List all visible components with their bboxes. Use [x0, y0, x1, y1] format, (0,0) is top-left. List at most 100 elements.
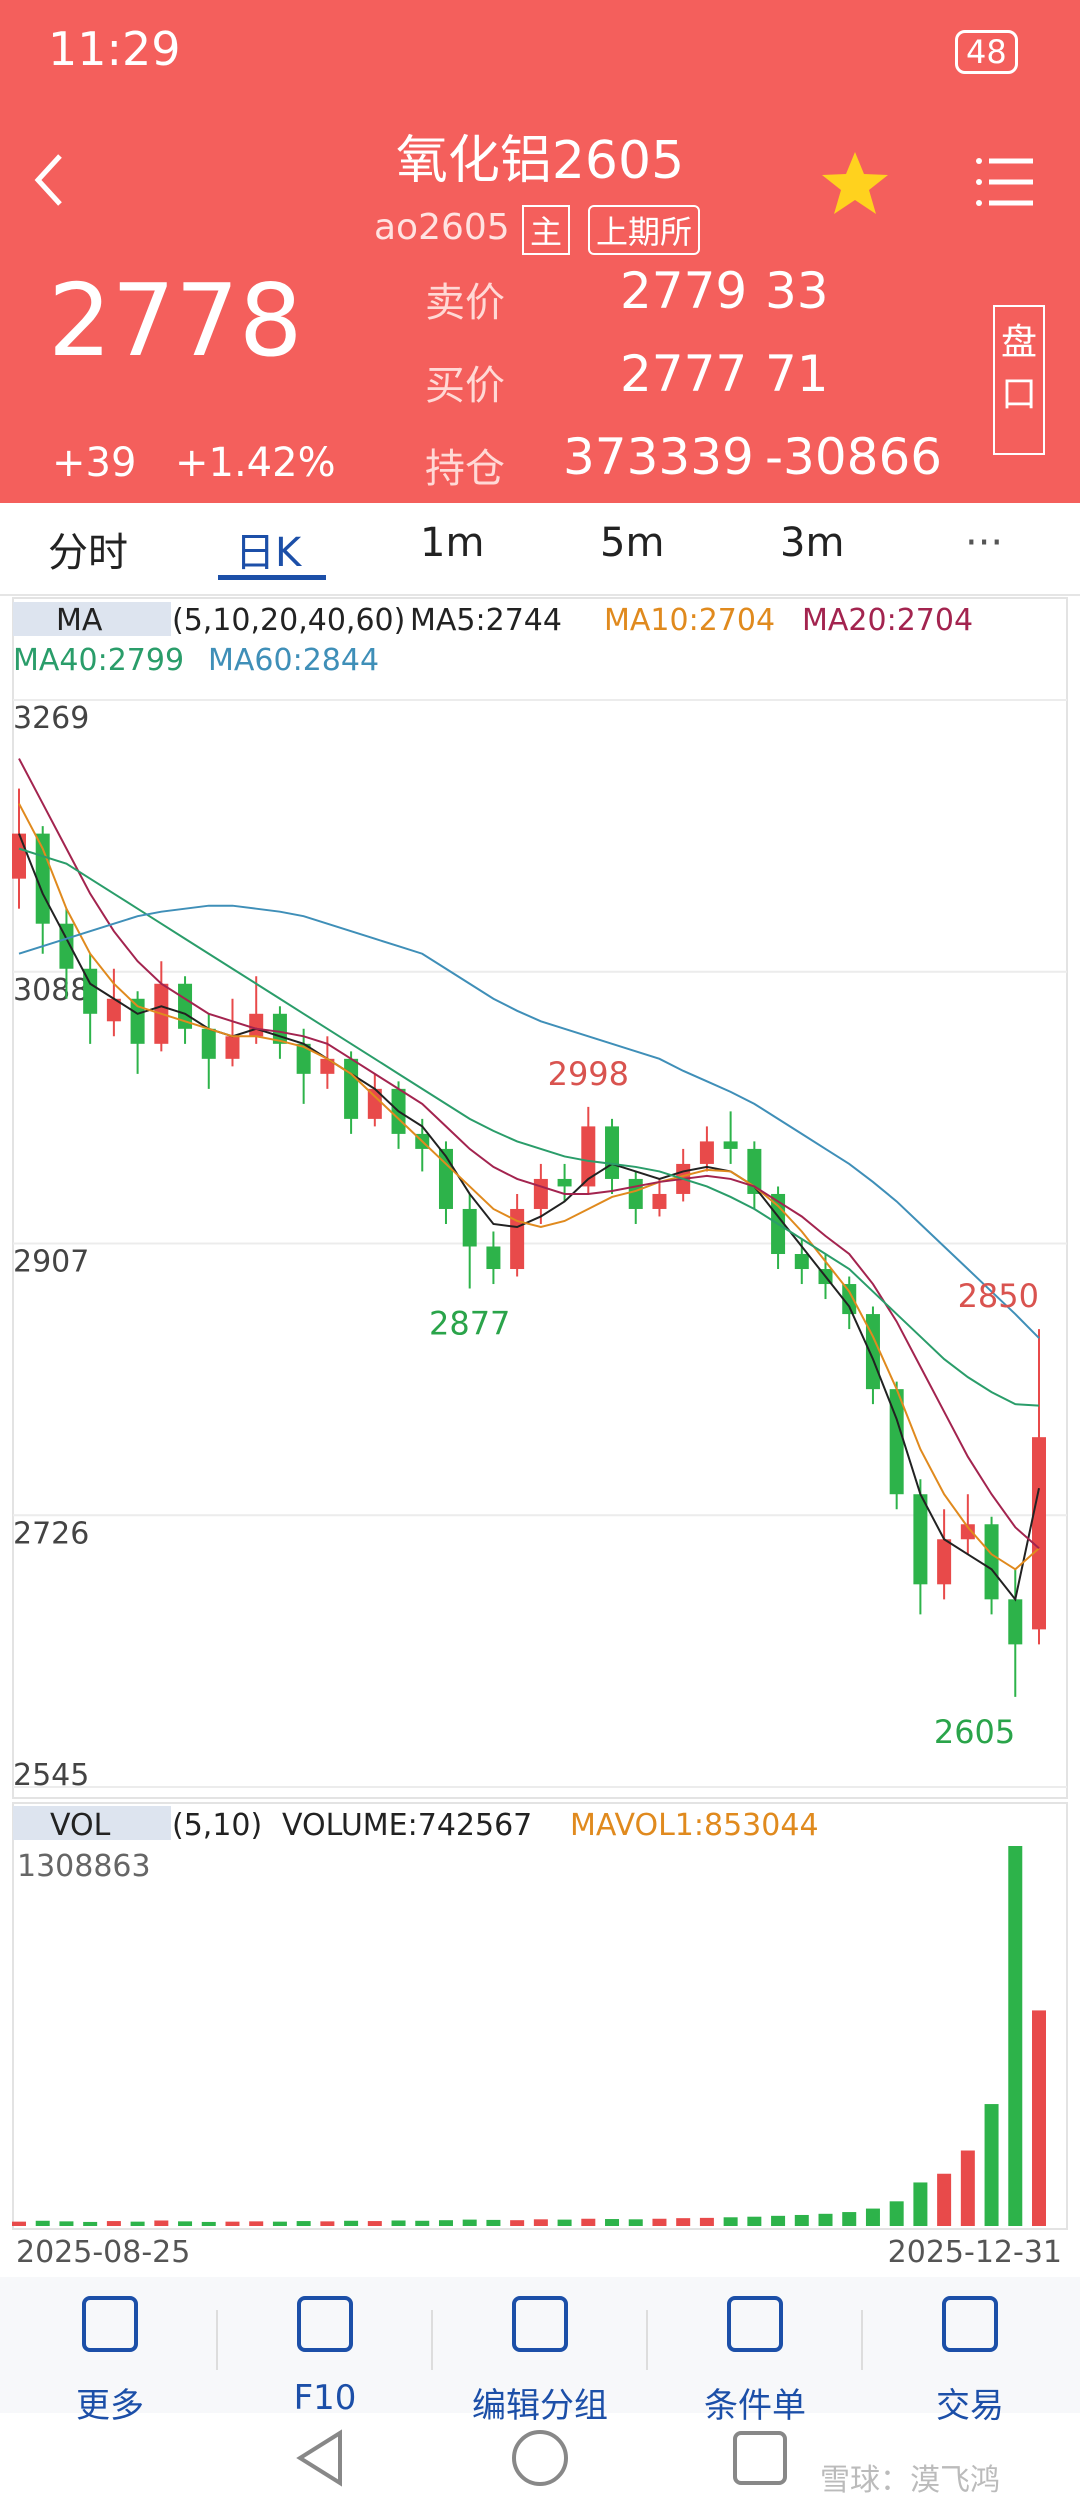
nav-item[interactable]: 更多	[76, 2386, 144, 2426]
volume-bar	[533, 2219, 548, 2226]
menu[interactable]	[975, 155, 1035, 210]
ma-line	[18, 847, 1040, 1407]
nav-item[interactable]: 交易	[936, 2386, 1004, 2426]
volume-bar	[937, 2173, 952, 2226]
volume-frame	[12, 1802, 1068, 2230]
quote-volume: -30866	[765, 428, 943, 486]
volume-bar	[1008, 1846, 1023, 2226]
nav-item[interactable]: 条件单	[704, 2386, 806, 2426]
candle-body	[178, 983, 193, 1029]
quote-value: 2779	[620, 262, 748, 320]
ma-line	[18, 833, 1040, 1602]
y-tick-label: 2726	[13, 1516, 89, 1551]
volume-bar	[225, 2221, 240, 2226]
volume-bar	[652, 2218, 667, 2226]
nav-icon	[512, 2296, 568, 2352]
volume-bar	[723, 2217, 738, 2226]
candle-body	[272, 1013, 287, 1044]
candle-body	[438, 1148, 453, 1209]
volume-bar	[59, 2221, 74, 2226]
candle-body	[557, 1178, 572, 1187]
nav-item[interactable]: F10	[293, 2378, 357, 2418]
tab[interactable]: 1m	[420, 520, 485, 566]
change: +39	[52, 440, 137, 486]
candle-body	[320, 1058, 335, 1074]
candle-body	[533, 1178, 548, 1209]
volume-bar	[510, 2220, 525, 2226]
extreme-label: 2877	[429, 1305, 510, 1343]
nav-icon	[942, 2296, 998, 2352]
more[interactable]: ···	[965, 520, 1004, 566]
candle-body	[984, 1524, 999, 1600]
candle-body	[1008, 1599, 1023, 1645]
volume-bar	[628, 2219, 643, 2226]
volume-bar	[438, 2220, 453, 2226]
volume-bar	[1032, 2010, 1046, 2226]
volume-bar	[12, 2221, 26, 2226]
ma-line	[18, 758, 1040, 1550]
battery: 48	[955, 30, 1018, 74]
x-tick-label: 2025-12-31	[888, 2235, 1062, 2270]
legend-params: (5,10,20,40,60)	[172, 603, 405, 638]
volume-bar	[296, 2221, 311, 2226]
volume-bar	[581, 2218, 596, 2226]
quote-volume: 33	[765, 262, 829, 320]
candle-body	[723, 1141, 738, 1149]
tab[interactable]: 分时	[48, 530, 128, 576]
candle-body	[201, 1028, 216, 1059]
ma-line	[18, 904, 1040, 1339]
quote-label: 买价	[425, 363, 505, 409]
candle-body	[12, 833, 26, 879]
tab[interactable]: 3m	[780, 520, 845, 566]
favorite[interactable]	[820, 150, 890, 216]
candle-body	[913, 1494, 928, 1585]
nav-icon	[727, 2296, 783, 2352]
nav-item[interactable]: 编辑分组	[472, 2386, 608, 2426]
nav-icon	[82, 2296, 138, 2352]
volume-tick-label: 1308863	[17, 1849, 151, 1884]
candle-body	[1032, 1437, 1046, 1630]
candle-body	[486, 1246, 501, 1270]
candle-body	[130, 998, 145, 1044]
x-tick-label: 2025-08-25	[16, 2235, 190, 2270]
candle-body	[344, 1058, 359, 1119]
candle-body	[83, 968, 98, 1014]
nav-icon	[297, 2296, 353, 2352]
y-tick-label: 2545	[13, 1758, 89, 1793]
volume-bar	[676, 2218, 691, 2226]
volume-bar	[272, 2221, 287, 2226]
volume-bar	[178, 2221, 193, 2226]
legend-item: MA5:2744	[410, 603, 562, 638]
volume-bar	[557, 2219, 572, 2226]
volume-bar	[865, 2208, 880, 2226]
candle-body	[106, 998, 121, 1022]
percent: +1.42%	[175, 440, 336, 486]
tab[interactable]: 日K	[235, 530, 302, 576]
volume-bar	[605, 2219, 620, 2226]
candle-body	[581, 1126, 596, 1187]
quote-volume: 71	[765, 345, 829, 403]
legend-title: MA	[56, 603, 103, 638]
y-tick-label: 3269	[13, 701, 89, 736]
mavol-label: MAVOL1:853044	[570, 1808, 819, 1843]
price: 2778	[48, 262, 303, 379]
volume-bar	[249, 2221, 264, 2226]
extreme-label: 2998	[548, 1055, 629, 1093]
candle-body	[628, 1178, 643, 1209]
back[interactable]	[30, 150, 70, 210]
volume-bar	[842, 2212, 857, 2226]
candle-body	[605, 1126, 620, 1179]
system-nav	[296, 2429, 787, 2487]
candle-body	[794, 1254, 809, 1270]
volume-bar	[889, 2201, 904, 2226]
candle-body	[652, 1193, 667, 1209]
candle-body	[747, 1148, 762, 1194]
side-panel[interactable]: 盘口	[993, 305, 1045, 455]
y-tick-label: 2907	[13, 1245, 89, 1280]
candle-body	[510, 1208, 525, 1270]
volume-bar	[960, 2150, 975, 2226]
tab[interactable]: 5m	[600, 520, 665, 566]
header: 11:29 48 氧化铝2605 ao2605 主 上期所 2778 +39 +…	[0, 0, 1080, 503]
candle-body	[699, 1141, 714, 1164]
